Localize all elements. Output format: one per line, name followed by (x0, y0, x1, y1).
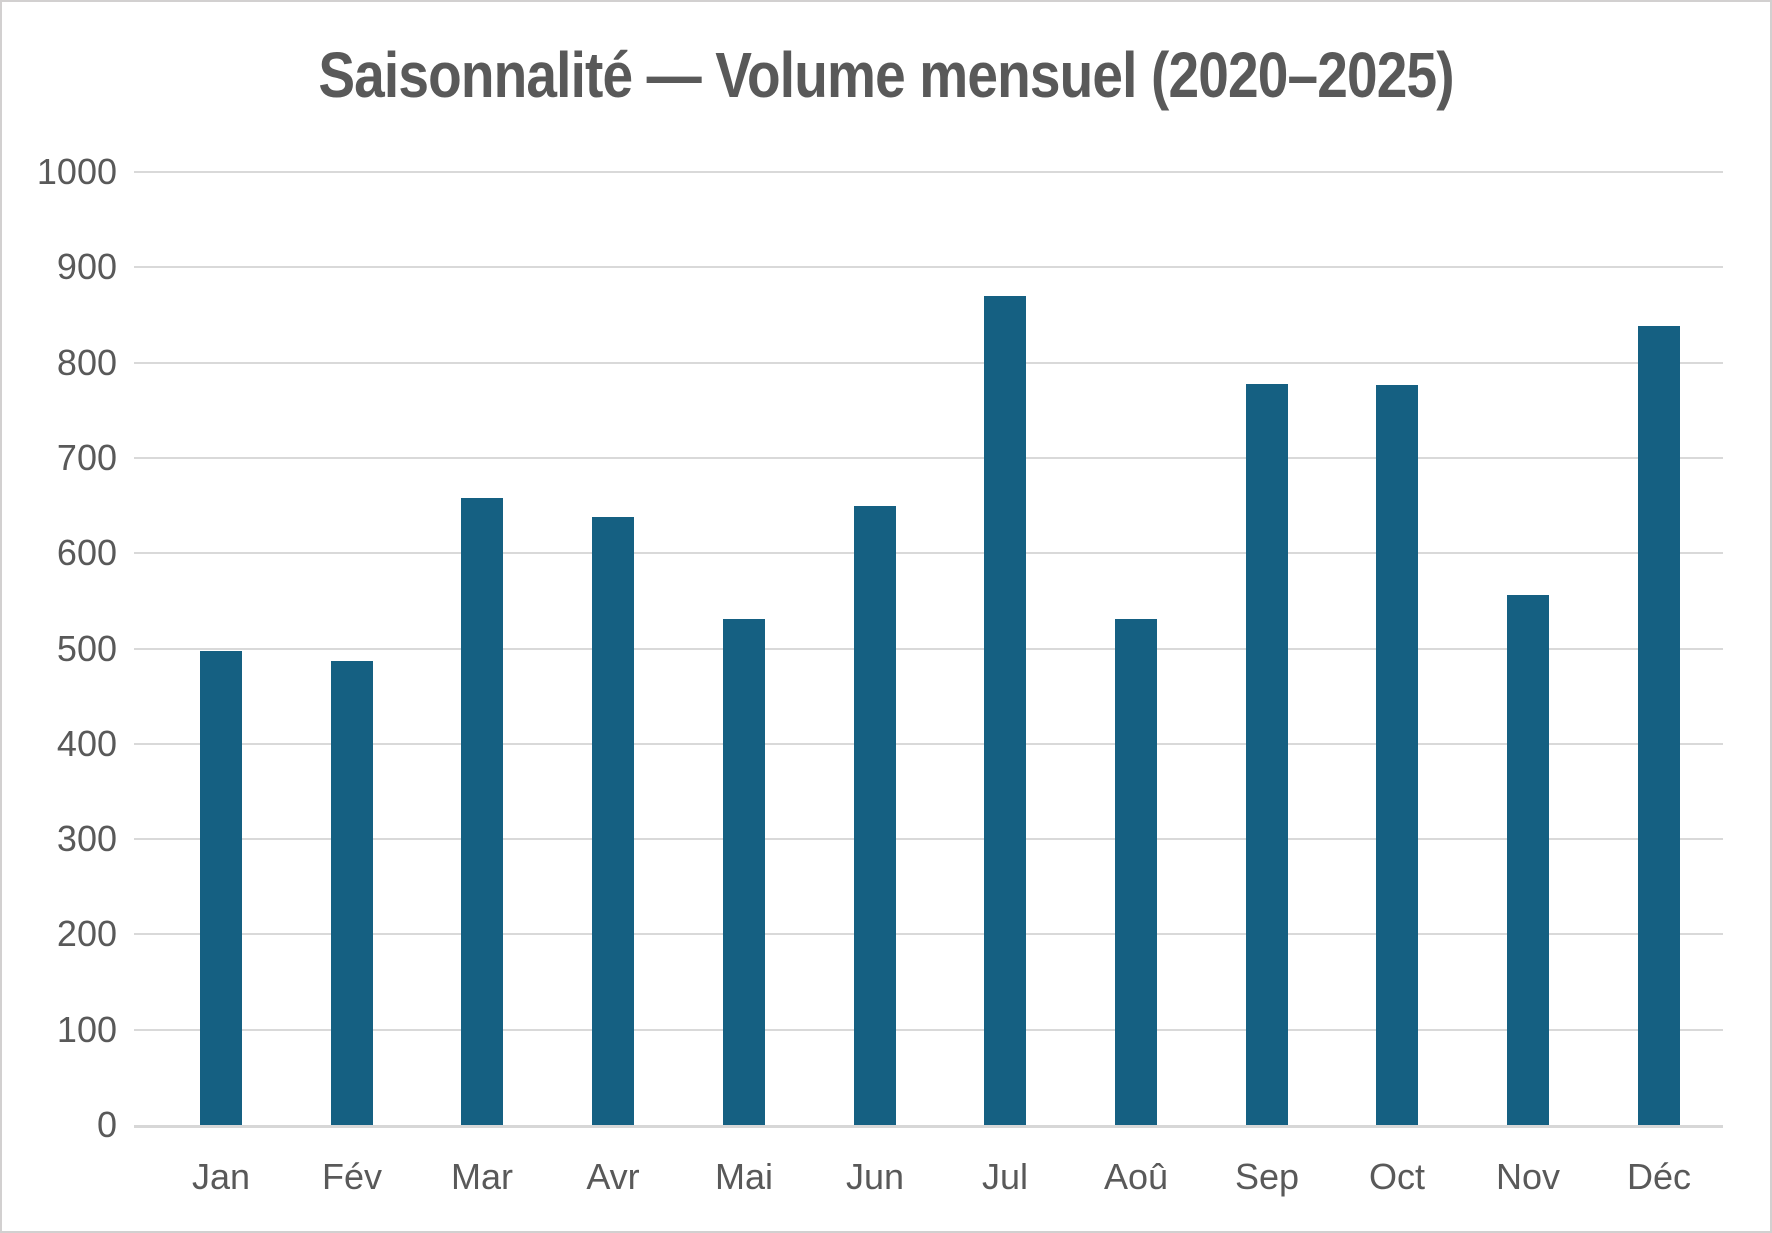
plot-area (134, 171, 1723, 1128)
y-axis-tick-label: 400 (56, 722, 117, 764)
x-axis-tick-label: Oct (1368, 1156, 1425, 1197)
gridline (134, 742, 1723, 745)
bar-jul (984, 296, 1026, 1125)
x-axis-tick-label: Aoû (1103, 1156, 1169, 1197)
x-axis-tick-label: Nov (1495, 1156, 1561, 1197)
y-axis-tick-label: 0 (96, 1104, 117, 1145)
gridline (134, 361, 1723, 364)
gridline (134, 1028, 1723, 1031)
y-axis-tick-label: 800 (56, 341, 117, 383)
x-axis-tick-label: Jun (845, 1156, 905, 1197)
x-axis-tick-label: Déc (1626, 1156, 1692, 1197)
bar-mai (723, 619, 765, 1125)
x-axis-tick-label: Sep (1234, 1156, 1300, 1197)
gridline (134, 266, 1723, 269)
y-axis-tick-label: 500 (56, 627, 117, 669)
y-axis-tick-label: 900 (56, 246, 117, 288)
bar-fév (331, 661, 373, 1125)
gridline (134, 647, 1723, 650)
bar-sep (1246, 384, 1288, 1125)
y-axis-tick-label: 100 (56, 1008, 117, 1050)
gridline (134, 171, 1723, 173)
y-axis-tick-label: 1000 (36, 151, 117, 192)
x-axis-tick-label: Jul (981, 1156, 1029, 1197)
y-axis-tick-label: 300 (56, 818, 117, 860)
x-axis-tick-label: Fév (321, 1156, 382, 1197)
x-axis-tick-label: Mai (714, 1156, 773, 1197)
bar-aoû (1115, 619, 1157, 1125)
x-axis-tick-label: Avr (586, 1156, 640, 1197)
chart-title: Saisonnalité — Volume mensuel (2020–2025… (318, 39, 1454, 111)
bar-nov (1507, 595, 1549, 1125)
bar-avr (592, 517, 634, 1125)
x-axis-line (134, 1125, 1723, 1128)
gridline (134, 838, 1723, 841)
bar-jun (854, 506, 896, 1125)
bar-jan (200, 651, 242, 1125)
y-axis-tick-label: 200 (56, 913, 117, 955)
bar-oct (1376, 385, 1418, 1125)
bar-déc (1638, 326, 1680, 1125)
gridline (134, 933, 1723, 936)
y-axis-tick-label: 700 (56, 436, 117, 478)
x-axis-tick-label: Mar (451, 1156, 513, 1197)
bar-mar (461, 498, 503, 1125)
gridline (134, 552, 1723, 555)
y-axis-tick-label: 600 (56, 532, 117, 574)
x-axis-tick-label: Jan (191, 1156, 251, 1197)
gridline (134, 456, 1723, 459)
